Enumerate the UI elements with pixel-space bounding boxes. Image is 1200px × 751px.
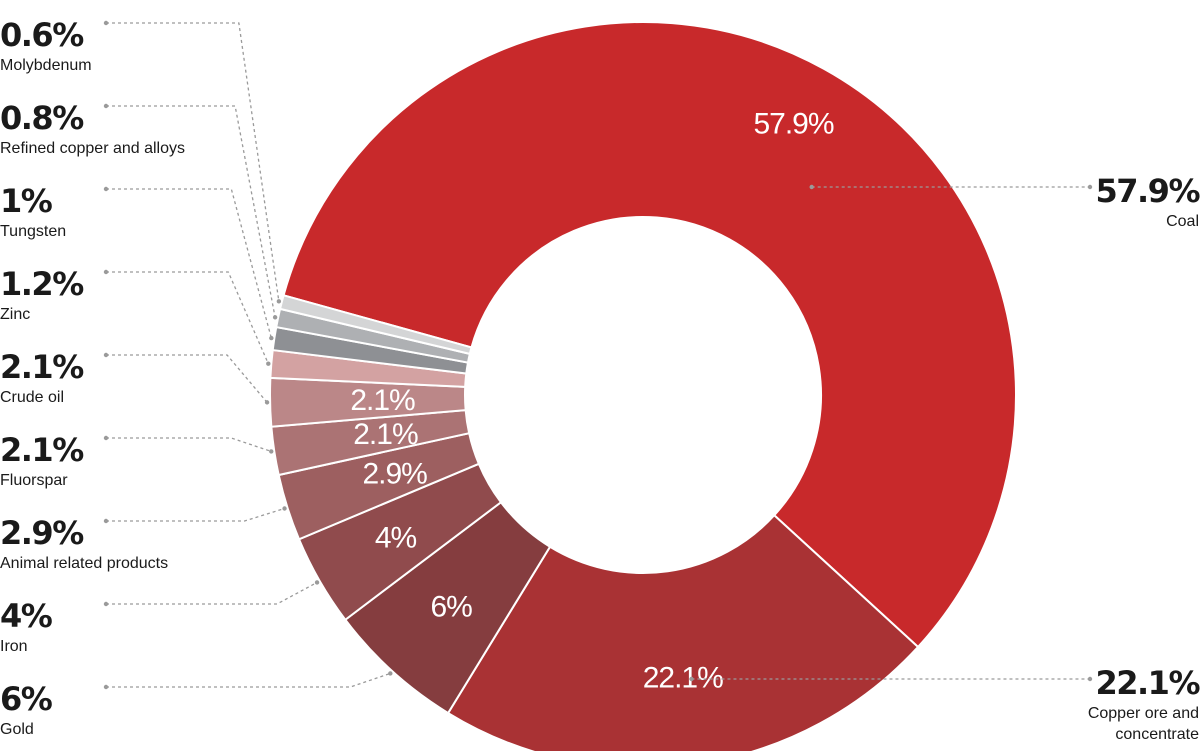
- label-iron: 4% Iron: [0, 597, 54, 655]
- label-crude-oil: 2.1% Crude oil: [0, 348, 86, 406]
- category-label: Crude oil: [0, 389, 64, 406]
- label-gold: 6% Gold: [0, 680, 54, 738]
- leader-dot: [272, 315, 278, 320]
- leader-dot: [809, 184, 814, 190]
- leader-line: [106, 354, 268, 403]
- slice-coal: [282, 21, 1017, 649]
- leader-line: [106, 507, 285, 522]
- category-label: Coal: [1166, 213, 1199, 230]
- percent-label: 22.1%: [1095, 664, 1200, 702]
- leader-dot: [103, 518, 109, 524]
- leader-line: [106, 672, 391, 688]
- leader-dot: [689, 676, 694, 682]
- leader-dot: [388, 671, 393, 676]
- leader-dot: [103, 435, 109, 441]
- label-refined-copper-and-alloys: 0.8% Refined copper and alloys: [0, 99, 185, 157]
- category-label: concentrate: [1115, 726, 1199, 743]
- category-label: Refined copper and alloys: [0, 140, 185, 157]
- leader-dot: [103, 103, 109, 109]
- leader-dot: [314, 580, 320, 585]
- percent-label: 1.2%: [0, 265, 84, 303]
- percent-label: 2.1%: [0, 431, 84, 469]
- category-label: Fluorspar: [0, 472, 68, 489]
- percent-label: 0.8%: [0, 99, 84, 137]
- leader-line: [106, 581, 318, 605]
- label-fluorspar: 2.1% Fluorspar: [0, 431, 86, 489]
- percent-label: 6%: [0, 680, 53, 718]
- slice-value-label: 22.1%: [643, 662, 723, 695]
- leader-dot: [266, 361, 271, 366]
- leader-line: [106, 188, 272, 339]
- inner-labels: 57.9% 22.1% 6% 4% 2.9% 2.1%2.1%: [350, 107, 835, 695]
- category-label: Iron: [0, 638, 28, 655]
- slice-value-label: 4%: [375, 521, 417, 554]
- leader-dot: [1087, 676, 1093, 682]
- slice-molybdenum: [278, 294, 473, 356]
- leader-lines: [103, 20, 1093, 690]
- percent-label: 4%: [0, 597, 53, 635]
- leader-dot: [269, 449, 274, 454]
- label-copper-ore-and-concentrate: 22.1% Copper ore and concentrate: [1088, 664, 1200, 743]
- leader-dot: [103, 20, 109, 26]
- donut-slices: [269, 21, 1017, 751]
- leader-line: [106, 271, 269, 364]
- leader-line: [106, 105, 276, 318]
- outer-labels: 0.6% Molybdenum 0.8% Refined copper and all…: [0, 16, 1200, 743]
- leader-line: [106, 437, 272, 453]
- leader-dot: [103, 684, 109, 690]
- leader-dot: [103, 269, 109, 275]
- category-label: Molybdenum: [0, 57, 92, 74]
- slice-value-label: 6%: [430, 590, 472, 623]
- leader-line: [106, 22, 280, 302]
- label-coal: 57.9% Coal: [1095, 172, 1200, 230]
- percent-label: 2.1%: [0, 348, 84, 386]
- leader-dot: [276, 299, 282, 304]
- label-zinc: 1.2% Zinc: [0, 265, 86, 323]
- slice-value-label: 2.9%: [362, 458, 427, 491]
- leader-dot: [269, 335, 274, 341]
- slice-value-label: 2.1%: [353, 418, 418, 451]
- leader-dot: [282, 506, 287, 511]
- leader-dot: [103, 186, 109, 192]
- category-label: Animal related products: [0, 555, 168, 572]
- leader-dot: [103, 352, 109, 358]
- category-label: Copper ore and: [1088, 705, 1199, 722]
- label-tungsten: 1% Tungsten: [0, 182, 66, 240]
- label-molybdenum: 0.6% Molybdenum: [0, 16, 92, 74]
- label-animal-related-products: 2.9% Animal related products: [0, 514, 168, 572]
- category-label: Tungsten: [0, 223, 66, 240]
- slice-value-label: 57.9%: [753, 107, 833, 140]
- slice-copper-ore-and-concentrate: [446, 513, 920, 751]
- percent-label: 1%: [0, 182, 53, 220]
- leader-dot: [264, 400, 270, 405]
- percent-label: 0.6%: [0, 16, 84, 54]
- percent-label: 57.9%: [1095, 172, 1200, 210]
- leader-dot: [103, 601, 109, 607]
- percent-label: 2.9%: [0, 514, 84, 552]
- category-label: Zinc: [0, 306, 30, 323]
- category-label: Gold: [0, 721, 34, 738]
- leader-dot: [1087, 184, 1093, 190]
- slice-value-label: 2.1%: [350, 384, 415, 417]
